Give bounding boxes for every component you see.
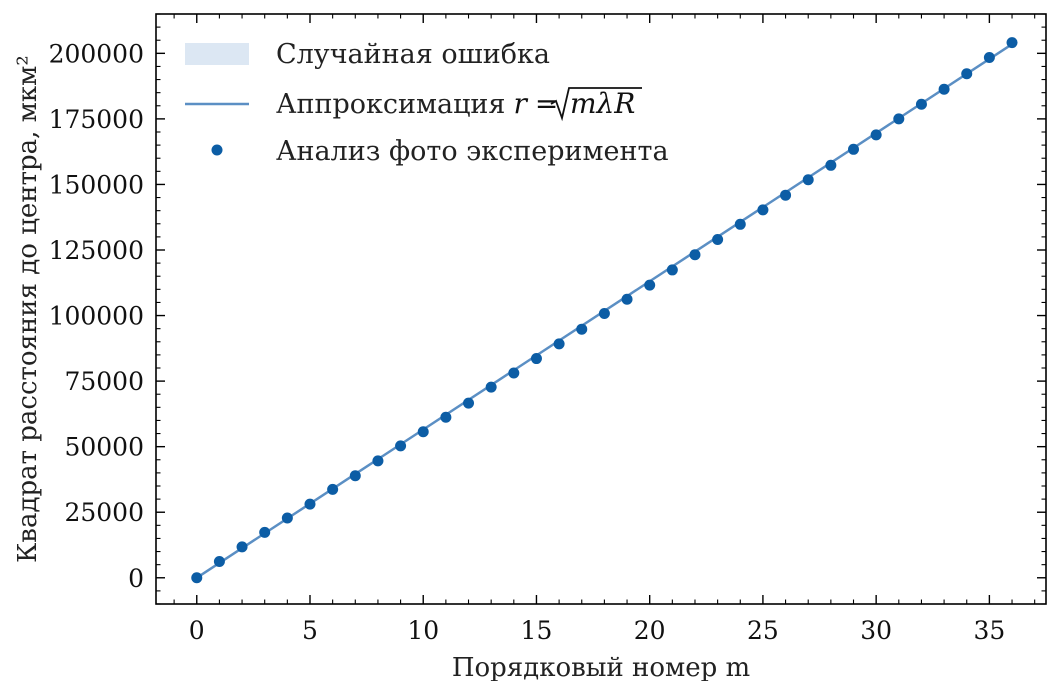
y-tick-label: 50000 [64,433,144,462]
data-point [531,353,542,364]
legend-label-fit-line: Аппроксимация r = [276,87,558,120]
y-tick-label: 175000 [49,105,144,134]
data-point [939,84,950,95]
data-point [984,52,995,63]
legend-swatch-points [212,145,223,156]
data-point [237,541,248,552]
y-tick-label: 125000 [49,236,144,265]
data-point [599,308,610,319]
legend-fit-eq: = [535,87,558,120]
legend-fit-prefix: Аппроксимация [276,89,505,120]
x-tick-label: 30 [860,616,892,645]
data-point [757,204,768,215]
data-point [418,426,429,437]
x-tick-label: 20 [634,616,666,645]
data-point [1007,37,1018,48]
data-point [848,144,859,155]
data-point [622,294,633,305]
y-tick-label: 25000 [64,498,144,527]
x-tick-label: 35 [973,616,1005,645]
data-point [893,113,904,124]
y-tick-label: 200000 [49,39,144,68]
y-axis-label: Квадрат расстояния до центра, мкм² [13,55,43,563]
data-point [825,160,836,171]
x-tick-label: 25 [747,616,779,645]
data-point [304,499,315,510]
data-point [554,338,565,349]
data-point [463,398,474,409]
y-tick-label: 75000 [64,367,144,396]
data-point [372,455,383,466]
legend-fit-sqrt-argument: mλR [570,87,635,120]
data-point [667,264,678,275]
legend-label-error-band: Случайная ошибка [276,39,550,70]
data-point [916,99,927,110]
data-point [803,174,814,185]
data-point [780,190,791,201]
data-point [440,412,451,423]
data-point [191,572,202,583]
data-point [486,382,497,393]
data-point [712,234,723,245]
x-axis-label: Порядковый номер m [452,653,750,681]
legend-label-points: Анализ фото эксперимента [276,136,669,167]
data-point [644,280,655,291]
x-tick-label: 5 [302,616,318,645]
data-point [871,129,882,140]
y-tick-label: 0 [128,564,144,593]
data-point [395,440,406,451]
data-point [214,556,225,567]
y-tick-label: 150000 [49,170,144,199]
data-point [282,512,293,523]
data-point [961,68,972,79]
x-tick-label: 0 [189,616,205,645]
y-tick-label: 100000 [49,302,144,331]
legend-swatch-error-band [185,43,249,65]
data-point [327,484,338,495]
data-point [689,249,700,260]
x-tick-label: 15 [521,616,553,645]
data-point [576,324,587,335]
data-point [350,470,361,481]
x-tick-label: 10 [407,616,439,645]
data-point [735,219,746,230]
data-point [259,527,270,538]
data-point [508,367,519,378]
legend-fit-r: r [513,87,528,120]
